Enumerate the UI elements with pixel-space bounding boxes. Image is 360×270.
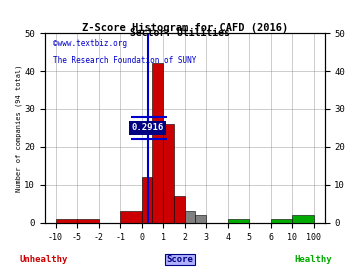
Bar: [228, 219, 249, 223]
Bar: [77, 219, 99, 223]
Bar: [152, 63, 163, 223]
Bar: [120, 211, 141, 223]
Bar: [163, 124, 174, 223]
Bar: [271, 219, 292, 223]
Text: Score: Score: [167, 255, 193, 264]
Title: Z-Score Histogram for CAFD (2016): Z-Score Histogram for CAFD (2016): [81, 23, 288, 33]
Bar: [195, 215, 206, 223]
Text: Sector: Utilities: Sector: Utilities: [130, 28, 230, 38]
Y-axis label: Number of companies (94 total): Number of companies (94 total): [15, 64, 22, 192]
Bar: [55, 219, 77, 223]
Bar: [292, 215, 314, 223]
Text: The Research Foundation of SUNY: The Research Foundation of SUNY: [53, 56, 197, 65]
Bar: [174, 196, 185, 223]
Text: ©www.textbiz.org: ©www.textbiz.org: [53, 39, 127, 48]
Text: 0.2916: 0.2916: [132, 123, 164, 133]
Bar: [141, 177, 152, 223]
Text: Healthy: Healthy: [294, 255, 332, 264]
Text: Unhealthy: Unhealthy: [19, 255, 67, 264]
Bar: [185, 211, 195, 223]
